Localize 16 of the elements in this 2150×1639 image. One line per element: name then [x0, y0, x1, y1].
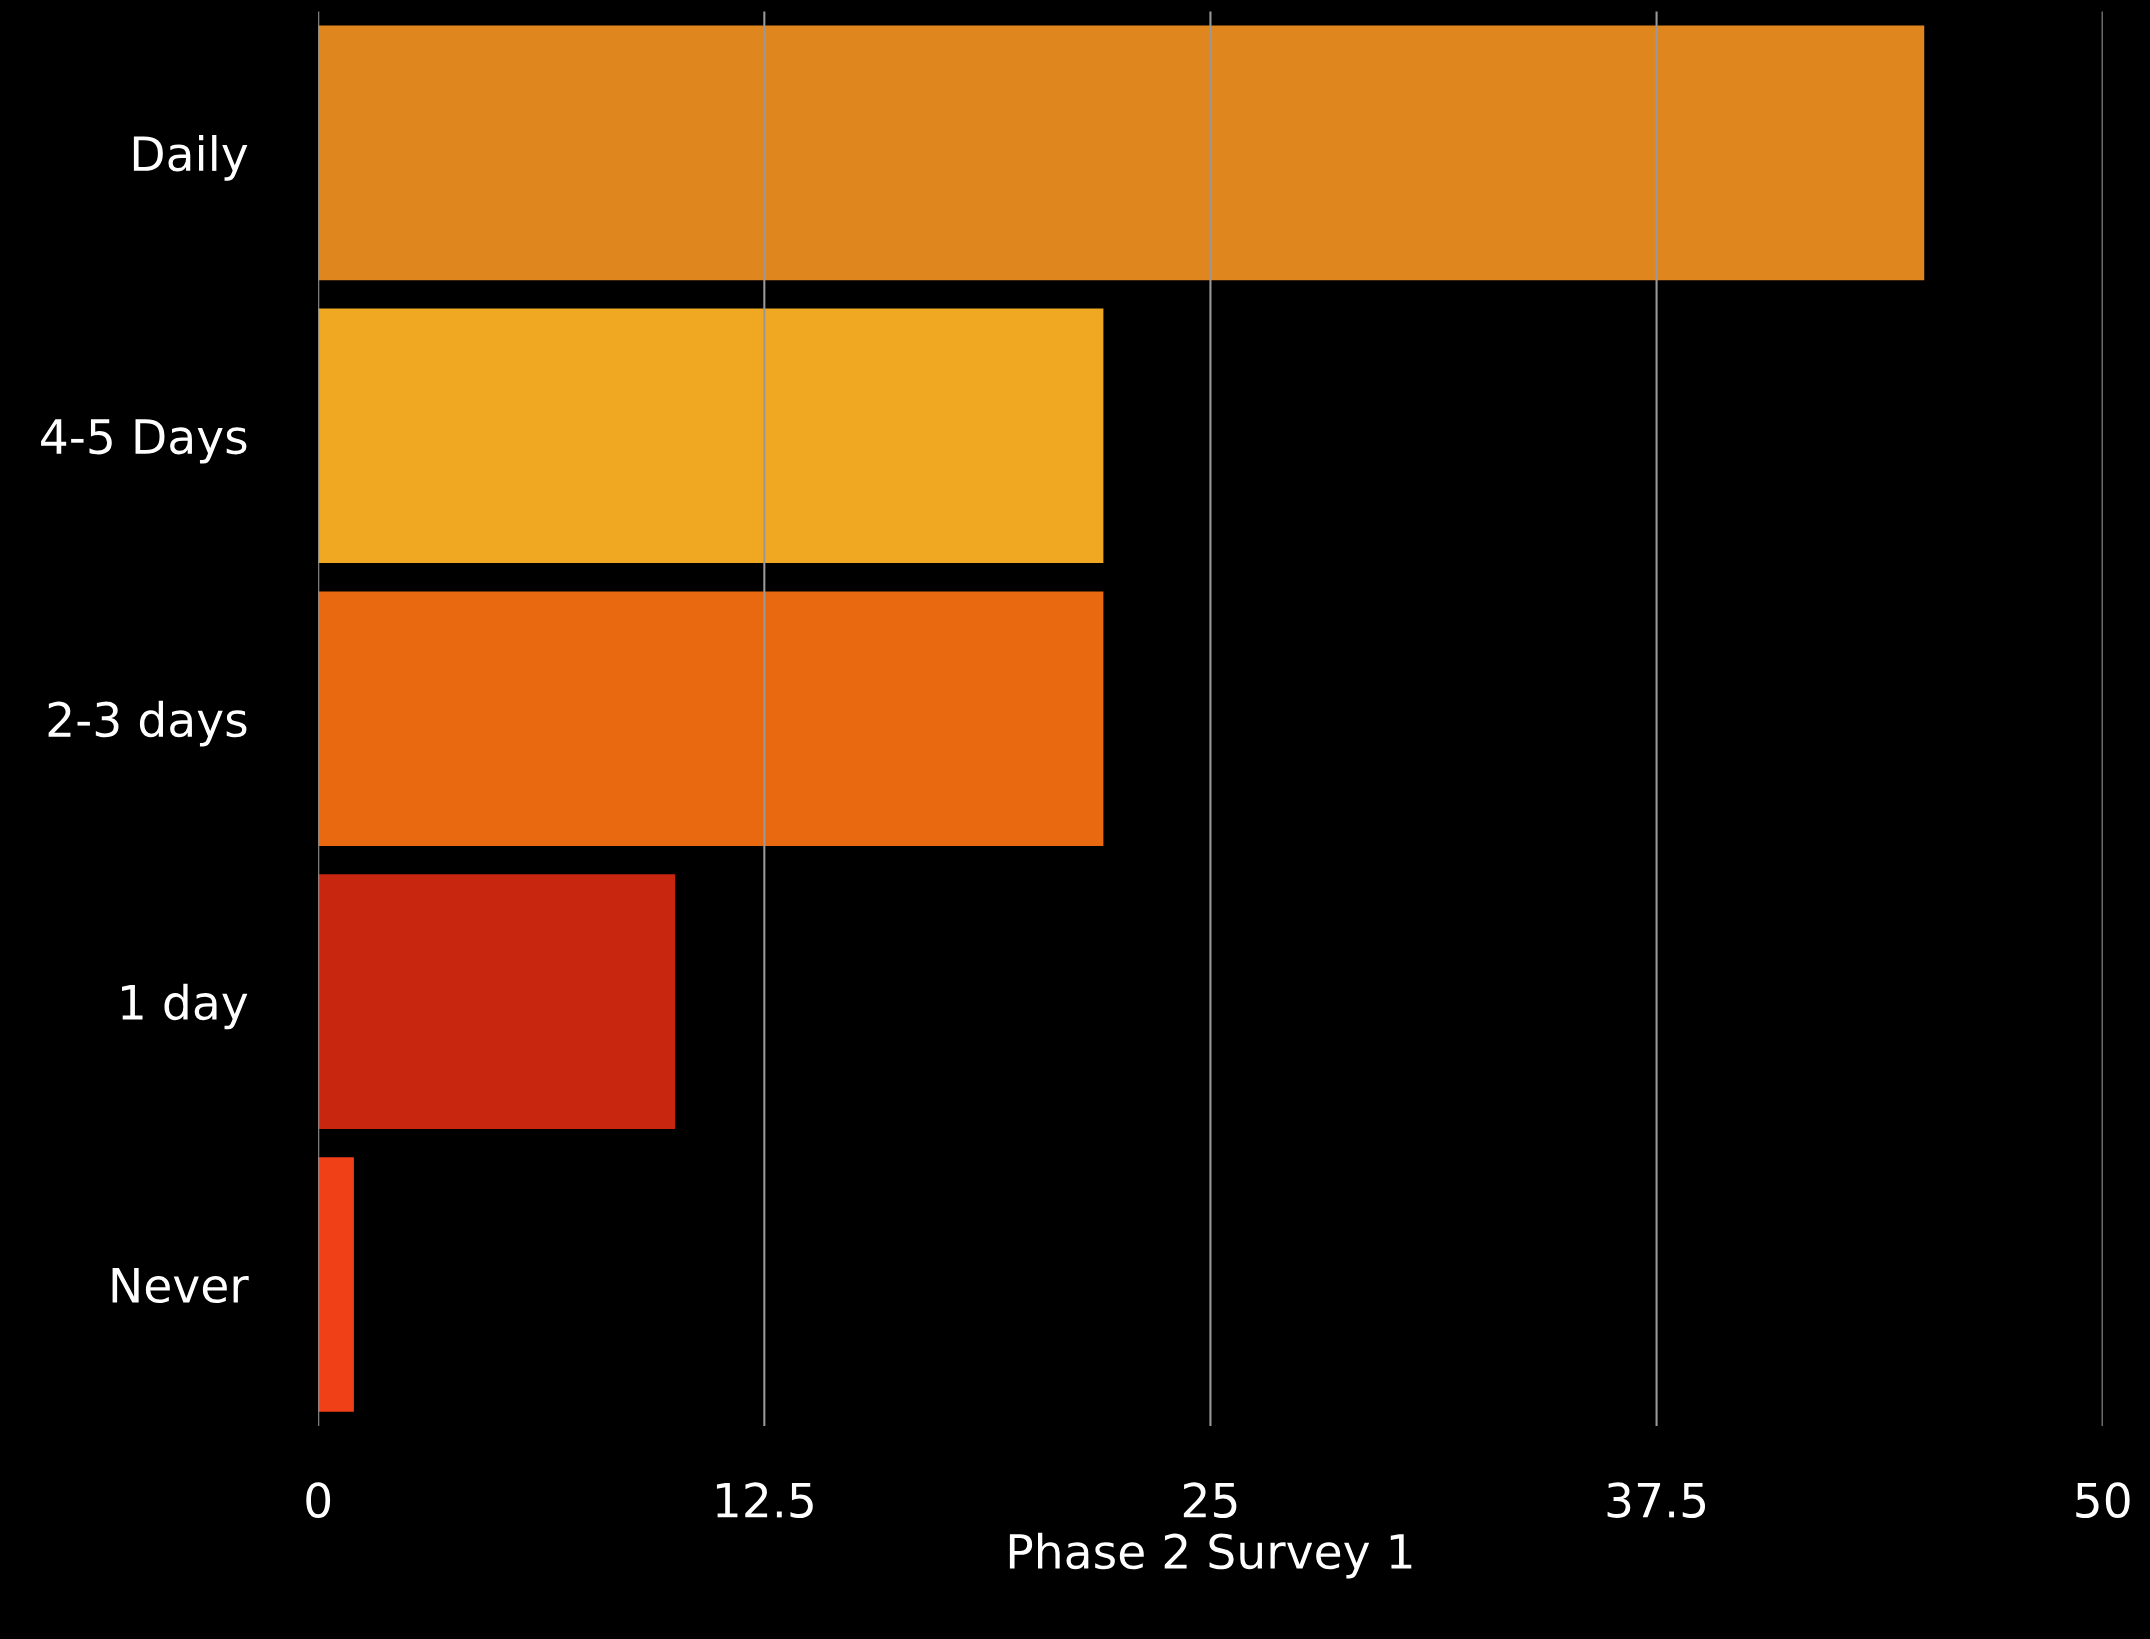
y-tick-label: 4-5 Days — [41, 419, 247, 464]
y-tick-label: Daily — [133, 134, 248, 181]
bar — [318, 874, 676, 1129]
x-tick-label: 12.5 — [716, 1482, 813, 1519]
y-tick-label: Never — [112, 1268, 249, 1304]
bar — [318, 308, 1104, 564]
y-tick-label: 2-3 days — [48, 700, 247, 747]
bar — [318, 25, 1925, 281]
x-tick-label: 50 — [2076, 1482, 2130, 1519]
x-tick-label: 37.5 — [1607, 1482, 1706, 1519]
bar — [318, 1157, 354, 1412]
x-axis-title: Phase 2 Survey 1 — [1009, 1532, 1412, 1579]
x-tick-label: 25 — [1183, 1482, 1237, 1519]
bar — [318, 591, 1104, 846]
y-tick-label: 1 day — [122, 983, 248, 1030]
x-tick-label: 0 — [306, 1482, 331, 1519]
